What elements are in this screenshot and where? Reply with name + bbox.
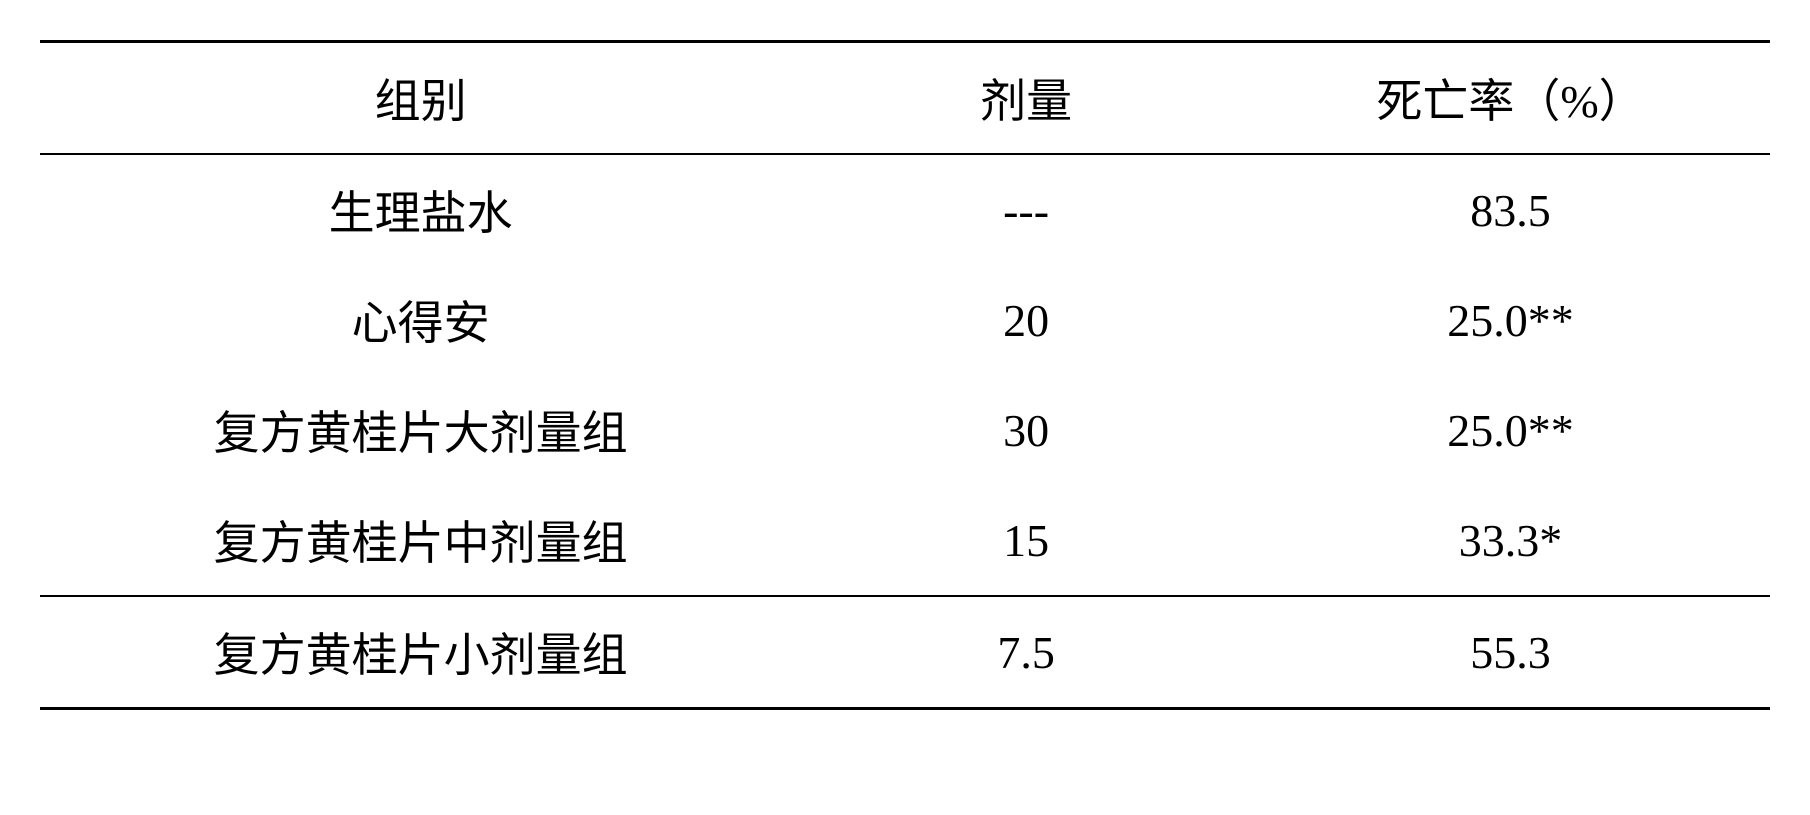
table-row: 复方黄桂片小剂量组 7.5 55.3 [40, 596, 1770, 709]
cell-dose: 20 [801, 265, 1251, 375]
table-row: 心得安 20 25.0** [40, 265, 1770, 375]
cell-group: 复方黄桂片大剂量组 [40, 375, 801, 485]
cell-dose: --- [801, 154, 1251, 265]
mortality-table: 组别 剂量 死亡率（%） 生理盐水 --- 83.5 心得安 20 25.0**… [40, 40, 1770, 710]
cell-group: 生理盐水 [40, 154, 801, 265]
cell-mortality: 55.3 [1251, 596, 1770, 709]
cell-mortality: 25.0** [1251, 265, 1770, 375]
cell-group: 复方黄桂片中剂量组 [40, 485, 801, 596]
table-row: 生理盐水 --- 83.5 [40, 154, 1770, 265]
cell-group: 复方黄桂片小剂量组 [40, 596, 801, 709]
cell-dose: 7.5 [801, 596, 1251, 709]
col-header-dose: 剂量 [801, 42, 1251, 155]
cell-group: 心得安 [40, 265, 801, 375]
cell-dose: 30 [801, 375, 1251, 485]
col-header-mortality: 死亡率（%） [1251, 42, 1770, 155]
cell-mortality: 83.5 [1251, 154, 1770, 265]
table-row: 复方黄桂片大剂量组 30 25.0** [40, 375, 1770, 485]
table-header-row: 组别 剂量 死亡率（%） [40, 42, 1770, 155]
table-row: 复方黄桂片中剂量组 15 33.3* [40, 485, 1770, 596]
cell-mortality: 25.0** [1251, 375, 1770, 485]
col-header-group: 组别 [40, 42, 801, 155]
cell-dose: 15 [801, 485, 1251, 596]
cell-mortality: 33.3* [1251, 485, 1770, 596]
